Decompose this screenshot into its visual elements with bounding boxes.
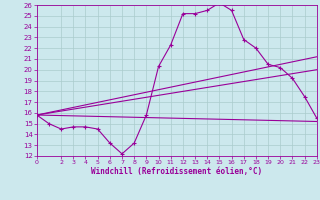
X-axis label: Windchill (Refroidissement éolien,°C): Windchill (Refroidissement éolien,°C) — [91, 167, 262, 176]
